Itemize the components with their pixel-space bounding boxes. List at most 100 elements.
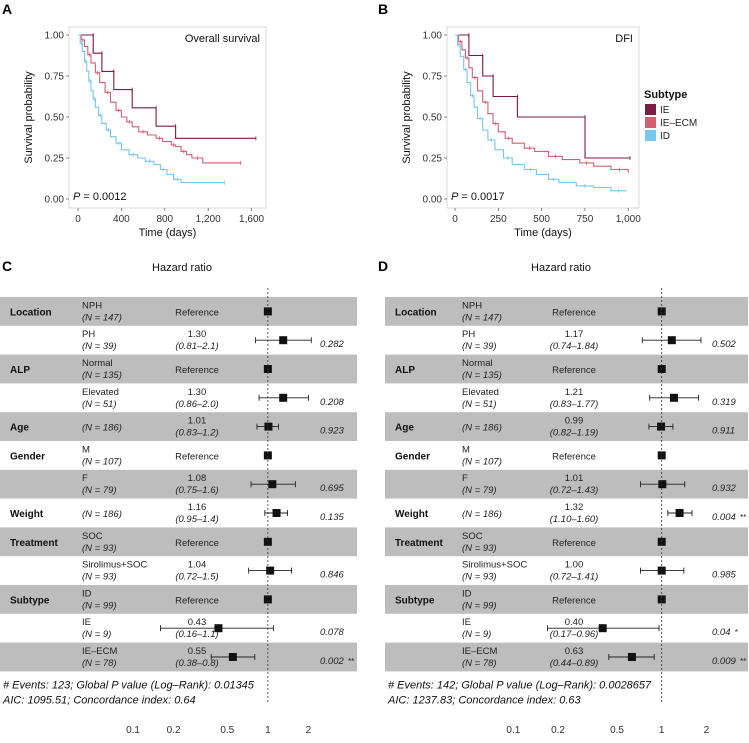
- sample-size: (N = 79): [462, 485, 497, 496]
- hazard-ratio-marker: [272, 509, 281, 517]
- level-label: F: [462, 473, 468, 484]
- p-value-annotation: P = 0.0012: [73, 191, 127, 203]
- p-value-number: 0.208: [320, 397, 344, 408]
- x-tick-label: 1: [265, 725, 271, 736]
- row-shade: [385, 297, 748, 326]
- variable-label: Location: [10, 307, 52, 318]
- confidence-interval: (0.72–1.5): [175, 572, 218, 583]
- x-tick-label: 250: [490, 214, 507, 225]
- sample-size: (N = 99): [82, 600, 117, 611]
- hazard-ratio-value: 1.08: [188, 473, 207, 484]
- p-value: 0.135: [320, 512, 344, 523]
- hazard-ratio-marker: [627, 653, 636, 661]
- p-value: 0.004 **: [712, 512, 747, 523]
- p-value: 0.932: [712, 483, 736, 494]
- hazard-ratio-marker: [657, 451, 666, 460]
- variable-label: Weight: [10, 509, 44, 520]
- hazard-ratio-marker: [657, 566, 666, 575]
- confidence-interval: (0.74–1.84): [550, 341, 599, 352]
- sample-size: (N = 39): [462, 341, 497, 352]
- row-shade: [385, 527, 748, 557]
- y-tick-label: 0.00: [45, 195, 65, 206]
- confidence-interval: (0.72–1.43): [550, 485, 599, 496]
- p-value-number: 0.04: [712, 627, 731, 638]
- p-value: 0.208: [320, 397, 344, 408]
- model-summary-line: # Events: 123; Global P value (Log–Rank)…: [3, 679, 255, 691]
- variable-label: Gender: [10, 451, 45, 462]
- confidence-interval: (0.44–0.89): [550, 658, 599, 669]
- p-value: 0.002 **: [320, 656, 355, 667]
- significance-stars: **: [740, 513, 747, 522]
- km-plot-dfi: 0.00 0.25 0.50 0.75 1.00 0 250 500 750 1,000 Time …: [401, 26, 641, 239]
- hazard-ratio-marker: [669, 393, 678, 402]
- forest-plot-overall-survival: Hazard ratio Location NPH(N = 147) Referenc…: [0, 262, 357, 736]
- hazard-ratio-value: Reference: [552, 451, 596, 462]
- variable-label: Gender: [395, 451, 430, 462]
- hazard-ratio-value: 0.43: [188, 617, 207, 628]
- p-value-number: 0.282: [320, 339, 344, 350]
- hazard-ratio-marker: [598, 624, 607, 633]
- variable-label: Age: [10, 423, 29, 434]
- hazard-ratio-value: Reference: [175, 307, 219, 318]
- hazard-ratio-marker: [263, 307, 272, 316]
- x-tick-label: 0: [452, 214, 458, 225]
- p-value: 0.319: [712, 397, 736, 408]
- km-curve-ie-ecm: [455, 34, 629, 173]
- row-shade: [0, 469, 357, 499]
- level-label: PH: [462, 329, 475, 340]
- level-label: M: [462, 444, 470, 455]
- p-value: 0.923: [320, 426, 344, 437]
- variable-label: Subtype: [10, 595, 50, 606]
- confidence-interval: (0.83–1.77): [550, 399, 599, 410]
- x-tick-label: 2: [704, 725, 710, 736]
- p-value-number: 0.502: [712, 339, 736, 350]
- x-axis-title: Time (days): [139, 227, 197, 239]
- variable-label: Location: [395, 307, 437, 318]
- y-tick-label: 1.00: [45, 31, 65, 42]
- level-label: NPH: [462, 300, 482, 311]
- sample-size: (N = 78): [462, 658, 497, 669]
- confidence-interval: (1.10–1.60): [550, 514, 599, 525]
- p-value-annotation: P = 0.0017: [451, 191, 505, 203]
- y-tick-label: 0.75: [45, 72, 65, 83]
- legend-title: Subtype: [644, 89, 687, 101]
- row-shade: [0, 354, 357, 384]
- row-shade: [385, 585, 748, 614]
- hazard-ratio-value: 0.99: [565, 416, 584, 427]
- hazard-ratio-marker: [263, 451, 272, 460]
- confidence-interval: (0.75–1.6): [175, 485, 218, 496]
- sample-size: (N = 135): [82, 370, 122, 381]
- confidence-interval: (0.16–1.1): [175, 629, 218, 640]
- x-tick-label: 500: [533, 214, 550, 225]
- p-value-number: 0.911: [712, 426, 735, 437]
- level-label: SOC: [82, 531, 103, 542]
- km-curve-ie: [455, 34, 630, 159]
- hazard-ratio-value: Reference: [552, 538, 596, 549]
- level-label: SOC: [462, 531, 483, 542]
- hazard-ratio-value: 1.00: [565, 560, 584, 571]
- km-curve-ie: [78, 34, 256, 139]
- hazard-ratio-marker: [264, 422, 273, 431]
- x-tick-label: 1,200: [196, 214, 221, 225]
- confidence-interval: (0.17–0.96): [550, 629, 599, 640]
- hazard-ratio-value: 0.55: [188, 646, 207, 657]
- sample-size: (N = 9): [462, 629, 491, 640]
- hazard-ratio-marker: [228, 653, 237, 661]
- y-tick-label: 0.50: [45, 113, 65, 124]
- variable-label: ALP: [395, 365, 415, 376]
- y-tick-label: 0.25: [423, 154, 443, 165]
- x-tick-label: 0.1: [126, 725, 140, 736]
- p-value: 0.985: [712, 570, 736, 581]
- hazard-ratio-value: 1.16: [188, 502, 207, 513]
- legend-label: IE: [660, 105, 670, 116]
- variable-label: ALP: [10, 365, 30, 376]
- variable-label: Age: [395, 423, 414, 434]
- model-summary-line: AIC: 1095.51; Concordance index: 0.64: [2, 694, 196, 706]
- variable-label: Subtype: [395, 595, 435, 606]
- hazard-ratio-value: 1.30: [188, 387, 207, 398]
- hazard-ratio-marker: [268, 480, 277, 489]
- confidence-interval: (0.86–2.0): [175, 399, 218, 410]
- panel-letter-b: B: [378, 1, 388, 17]
- sample-size: (N = 51): [462, 399, 497, 410]
- p-value-number: 0.004: [712, 512, 736, 523]
